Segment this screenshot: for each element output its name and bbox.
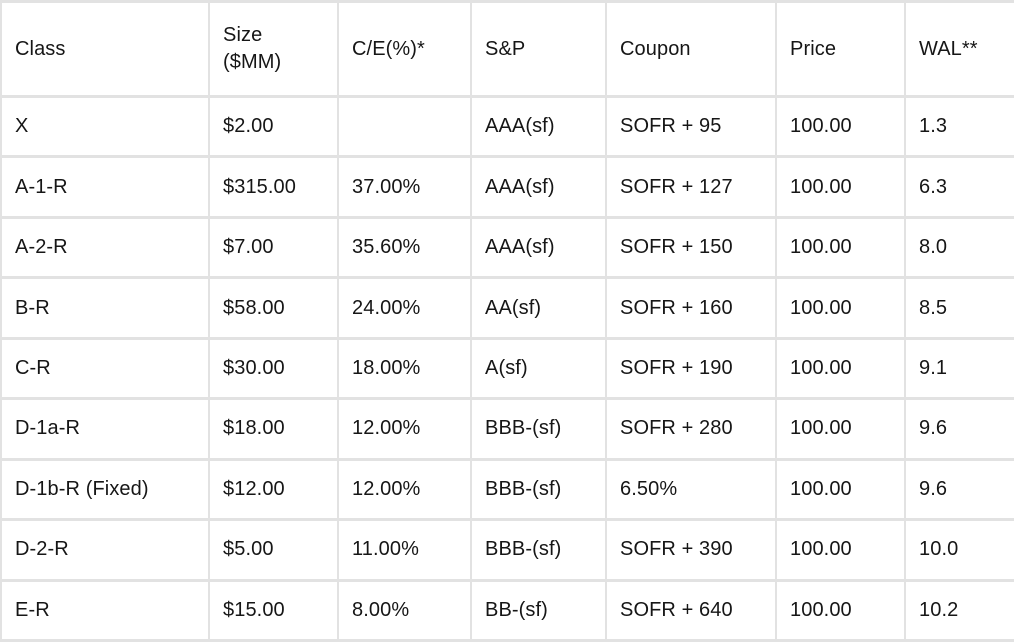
cell-sp: AAA(sf)	[470, 94, 607, 159]
cell-ce: 11.00%	[337, 518, 472, 582]
cell-sp: BB-(sf)	[470, 578, 607, 642]
header-cell-sp: S&P	[470, 0, 607, 98]
cell-ce: 18.00%	[337, 336, 472, 401]
cell-sp: AA(sf)	[470, 276, 607, 340]
cell-class: E-R	[0, 578, 210, 642]
cell-sp: AAA(sf)	[470, 215, 607, 280]
table-row: B-R $58.00 24.00% AA(sf) SOFR + 160 100.00 8.5	[0, 276, 1014, 340]
cell-size: $2.00	[208, 94, 339, 159]
header-cell-size: Size ($MM)	[208, 0, 339, 98]
cell-wal: 9.1	[904, 336, 1014, 401]
table-row: D-1b-R (Fixed) $12.00 12.00% BBB-(sf) 6.50% 1…	[0, 457, 1014, 522]
table-row: A-2-R $7.00 35.60% AAA(sf) SOFR + 150 100.00 8…	[0, 215, 1014, 280]
cell-ce: 24.00%	[337, 276, 472, 340]
header-cell-wal: WAL**	[904, 0, 1014, 98]
cell-coupon: SOFR + 190	[605, 336, 777, 401]
cell-ce: 37.00%	[337, 155, 472, 219]
cell-price: 100.00	[775, 215, 906, 280]
cell-price: 100.00	[775, 518, 906, 582]
cell-class: D-1a-R	[0, 397, 210, 461]
cell-wal: 10.0	[904, 518, 1014, 582]
table-header-row: Class Size ($MM) C/E(%)* S&P Coupon Price WAL*…	[0, 0, 1014, 98]
cell-ce: 12.00%	[337, 397, 472, 461]
cell-coupon: SOFR + 280	[605, 397, 777, 461]
cell-ce: 12.00%	[337, 457, 472, 522]
cell-wal: 9.6	[904, 397, 1014, 461]
cell-class: D-2-R	[0, 518, 210, 582]
cell-ce: 8.00%	[337, 578, 472, 642]
cell-size: $15.00	[208, 578, 339, 642]
header-cell-coupon: Coupon	[605, 0, 777, 98]
cell-coupon: SOFR + 640	[605, 578, 777, 642]
cell-wal: 6.3	[904, 155, 1014, 219]
cell-price: 100.00	[775, 276, 906, 340]
cell-price: 100.00	[775, 94, 906, 159]
cell-sp: BBB-(sf)	[470, 518, 607, 582]
cell-class: A-2-R	[0, 215, 210, 280]
cell-wal: 8.5	[904, 276, 1014, 340]
table-header: Class Size ($MM) C/E(%)* S&P Coupon Price WAL*…	[0, 0, 1014, 98]
cell-sp: BBB-(sf)	[470, 397, 607, 461]
cell-class: C-R	[0, 336, 210, 401]
cell-size: $315.00	[208, 155, 339, 219]
cell-coupon: SOFR + 127	[605, 155, 777, 219]
header-cell-class: Class	[0, 0, 210, 98]
header-cell-ce: C/E(%)*	[337, 0, 472, 98]
table-row: E-R $15.00 8.00% BB-(sf) SOFR + 640 100.00 10.…	[0, 578, 1014, 642]
cell-wal: 1.3	[904, 94, 1014, 159]
cell-price: 100.00	[775, 397, 906, 461]
cell-price: 100.00	[775, 457, 906, 522]
cell-sp: AAA(sf)	[470, 155, 607, 219]
cell-coupon: SOFR + 150	[605, 215, 777, 280]
cell-size: $18.00	[208, 397, 339, 461]
cell-price: 100.00	[775, 155, 906, 219]
table-row: X $2.00 AAA(sf) SOFR + 95 100.00 1.3	[0, 94, 1014, 159]
cell-size: $7.00	[208, 215, 339, 280]
header-cell-price: Price	[775, 0, 906, 98]
table-row: D-2-R $5.00 11.00% BBB-(sf) SOFR + 390 100.00…	[0, 518, 1014, 582]
cell-price: 100.00	[775, 336, 906, 401]
cell-coupon: 6.50%	[605, 457, 777, 522]
cell-coupon: SOFR + 95	[605, 94, 777, 159]
cell-sp: BBB-(sf)	[470, 457, 607, 522]
cell-size: $5.00	[208, 518, 339, 582]
cell-class: X	[0, 94, 210, 159]
cell-ce	[337, 94, 472, 159]
cell-size: $58.00	[208, 276, 339, 340]
cell-class: B-R	[0, 276, 210, 340]
cell-wal: 10.2	[904, 578, 1014, 642]
cell-class: A-1-R	[0, 155, 210, 219]
cell-sp: A(sf)	[470, 336, 607, 401]
cell-size: $12.00	[208, 457, 339, 522]
table-row: A-1-R $315.00 37.00% AAA(sf) SOFR + 127 100.0…	[0, 155, 1014, 219]
table-row: D-1a-R $18.00 12.00% BBB-(sf) SOFR + 280 100.…	[0, 397, 1014, 461]
cell-size: $30.00	[208, 336, 339, 401]
cell-coupon: SOFR + 160	[605, 276, 777, 340]
cell-wal: 9.6	[904, 457, 1014, 522]
cell-class: D-1b-R (Fixed)	[0, 457, 210, 522]
table-body: X $2.00 AAA(sf) SOFR + 95 100.00 1.3 A-1-R $315…	[0, 94, 1014, 642]
table-row: C-R $30.00 18.00% A(sf) SOFR + 190 100.00 9.1	[0, 336, 1014, 401]
cell-ce: 35.60%	[337, 215, 472, 280]
cell-price: 100.00	[775, 578, 906, 642]
cell-coupon: SOFR + 390	[605, 518, 777, 582]
cell-wal: 8.0	[904, 215, 1014, 280]
